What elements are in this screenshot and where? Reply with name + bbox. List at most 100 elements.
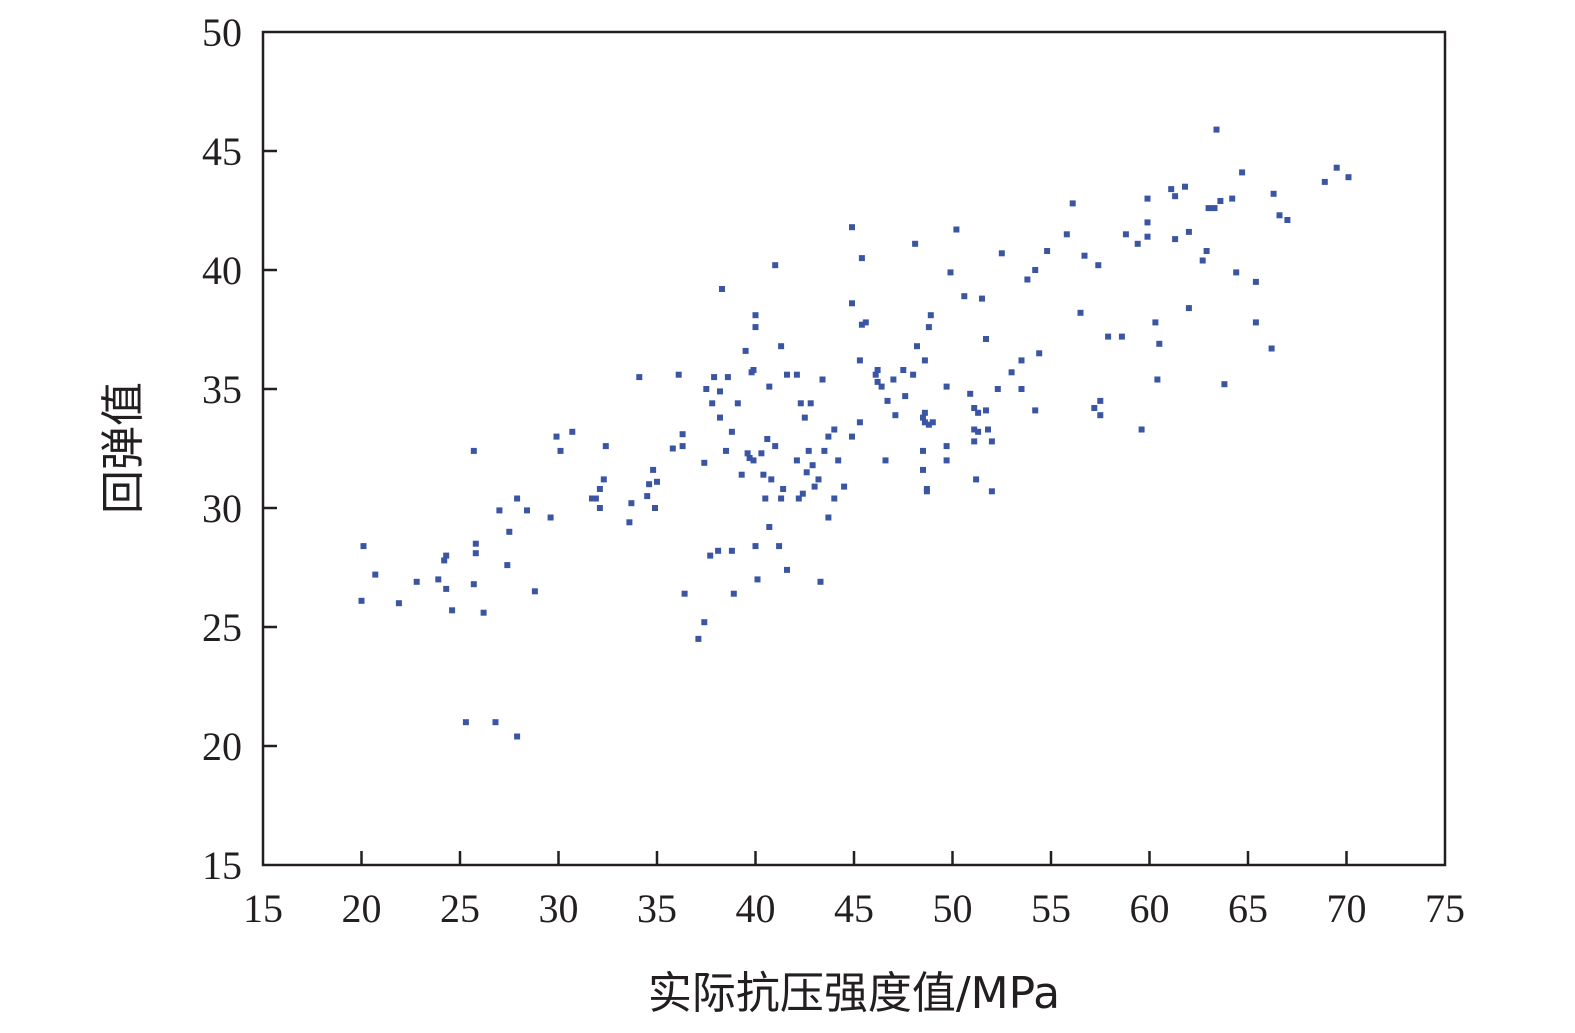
data-point [821,447,828,454]
data-point [754,576,761,583]
data-point [1097,397,1104,404]
data-point [817,578,824,585]
data-point [1252,278,1259,285]
y-tick-label: 25 [202,605,242,650]
data-point [784,371,790,378]
data-point [557,447,564,454]
x-tick-label: 75 [1425,886,1465,931]
data-point [723,447,729,454]
data-point [1172,193,1179,200]
data-point [636,374,643,381]
x-tick-label: 60 [1130,886,1170,931]
data-point [768,476,775,483]
data-point [890,376,897,383]
data-point [679,443,686,450]
data-point [711,374,718,381]
data-point [681,590,688,597]
data-point [443,585,450,592]
data-point [506,528,513,535]
data-point [531,588,538,595]
data-point [480,609,487,616]
data-point [793,371,800,378]
data-point [1233,269,1240,276]
data-point [443,552,450,559]
data-point [778,495,785,502]
data-point [715,547,722,554]
data-point [920,466,926,473]
data-point [1203,248,1210,254]
data-point [811,483,818,490]
x-tick-label: 25 [440,886,480,931]
data-point [395,600,402,607]
data-point [547,514,554,521]
data-point [943,383,950,390]
data-point [819,376,826,383]
data-point [358,597,365,604]
data-point [858,255,865,262]
data-point [1118,333,1125,340]
data-point [1154,376,1161,383]
data-point [772,262,779,269]
data-point [1205,205,1212,212]
y-tick-label: 45 [202,129,242,174]
data-point [815,476,822,483]
data-point [1063,231,1070,238]
data-point [646,481,653,488]
data-point [701,459,708,466]
data-point [825,514,832,521]
y-axis-title: 回弹值 [98,382,149,514]
data-point [988,488,995,495]
data-point [1032,267,1039,273]
data-point [921,409,928,416]
data-point [717,414,723,421]
data-point [760,471,767,478]
data-point [805,447,812,454]
data-point [797,400,804,407]
data-point [1138,426,1145,433]
data-point [872,371,879,378]
data-point [470,581,477,588]
data-point [910,371,917,378]
data-point [592,495,599,502]
data-point [449,607,456,614]
data-point [1032,407,1039,414]
data-point [849,224,855,231]
data-point [669,445,676,452]
data-point [985,426,991,433]
data-point [644,493,651,500]
data-point [803,469,810,476]
data-point [734,400,741,407]
data-point [778,343,785,350]
data-point [1217,198,1224,204]
data-point [470,447,477,454]
data-point [1321,178,1328,185]
data-point [1152,319,1159,326]
data-point [628,500,635,507]
data-point [372,571,379,578]
data-point [971,426,978,433]
data-point [752,312,759,319]
data-point [858,321,865,328]
x-tick-label: 65 [1228,886,1268,931]
data-point [1156,340,1163,347]
data-point [874,378,881,385]
data-point [719,286,725,292]
data-point [1008,369,1015,376]
data-point [927,312,934,319]
data-point [988,438,995,445]
y-tick-label: 50 [202,10,242,55]
data-point [413,578,420,585]
data-point [1229,195,1236,202]
data-point [1077,309,1084,316]
x-tick-label: 70 [1327,886,1367,931]
data-point [1105,333,1112,340]
data-point [900,367,907,373]
data-point [600,476,607,483]
data-point [953,226,960,233]
data-point [750,457,757,464]
data-point [849,300,855,307]
y-tick-label: 35 [202,367,242,412]
data-point [973,476,980,483]
x-tick-label: 45 [834,886,874,931]
